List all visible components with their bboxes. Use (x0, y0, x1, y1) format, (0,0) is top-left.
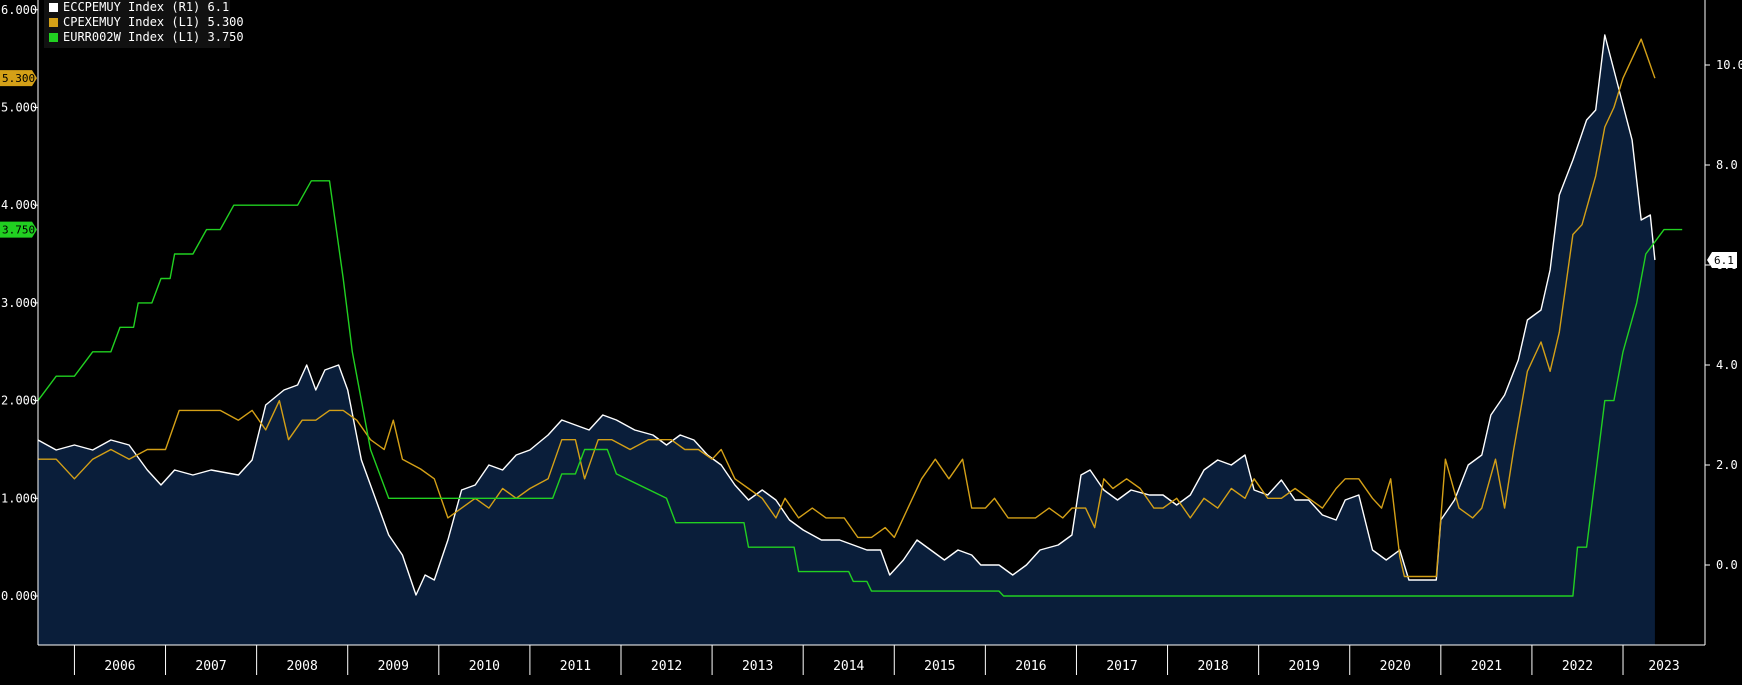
x-tick-label: 2020 (1380, 659, 1411, 674)
right-tick-label: 8.0 (1716, 158, 1738, 172)
right-tick-label: 0.0 (1716, 558, 1738, 572)
legend-entry: EURR002W Index (L1) 3.750 (63, 30, 244, 44)
x-tick-label: 2007 (195, 659, 226, 674)
legend-entry: CPEXEMUY Index (L1) 5.300 (63, 15, 244, 29)
x-tick-label: 2006 (104, 659, 135, 674)
last-value-badge (0, 221, 37, 238)
left-tick-label: 0.000 (1, 589, 37, 603)
x-tick-label: 2018 (1197, 659, 1228, 674)
series-line-eurr002w (37, 180, 1683, 597)
legend-box (44, 0, 230, 48)
left-tick-label: 4.000 (1, 198, 37, 212)
x-tick-label: 2023 (1648, 659, 1679, 674)
series-area-eccpemuy (38, 35, 1655, 645)
x-tick-label: 2013 (742, 659, 773, 674)
legend-swatch (49, 33, 58, 42)
legend-swatch (49, 18, 58, 27)
legend-entry: ECCPEMUY Index (R1) 6.1 (63, 0, 229, 14)
x-tick-label: 2021 (1471, 659, 1502, 674)
left-tick-label: 2.000 (1, 394, 37, 408)
last-value-badge (0, 70, 37, 87)
x-tick-label: 2015 (924, 659, 955, 674)
x-tick-label: 2011 (560, 659, 591, 674)
left-tick-label: 1.000 (1, 491, 37, 505)
legend-swatch (49, 3, 58, 12)
left-tick-label: 6.000 (1, 3, 37, 17)
left-tick-label: 5.000 (1, 100, 37, 114)
x-tick-label: 2008 (287, 659, 318, 674)
x-tick-label: 2009 (378, 659, 409, 674)
last-value-badge-label: 5.300 (2, 72, 35, 85)
badge-layer: 5.300 3.750 6.1 (0, 70, 1737, 268)
x-tick-label: 2022 (1562, 659, 1593, 674)
left-tick-label: 3.000 (1, 296, 37, 310)
series-layer (37, 34, 1683, 597)
area-layer (38, 35, 1655, 645)
right-tick-label: 10.0 (1716, 58, 1742, 72)
x-tick-label: 2012 (651, 659, 682, 674)
last-value-badge-label: 6.1 (1714, 254, 1734, 267)
right-tick-label: 4.0 (1716, 358, 1738, 372)
x-tick-label: 2016 (1015, 659, 1046, 674)
x-tick-label: 2019 (1289, 659, 1320, 674)
x-tick-label: 2017 (1106, 659, 1137, 674)
right-tick-label: 2.0 (1716, 458, 1738, 472)
x-tick-label: 2010 (469, 659, 500, 674)
series-line-cpexemuy (38, 38, 1656, 578)
x-tick-label: 2014 (833, 659, 864, 674)
last-value-badge (1707, 252, 1737, 268)
last-value-badge-label: 3.750 (2, 224, 35, 237)
